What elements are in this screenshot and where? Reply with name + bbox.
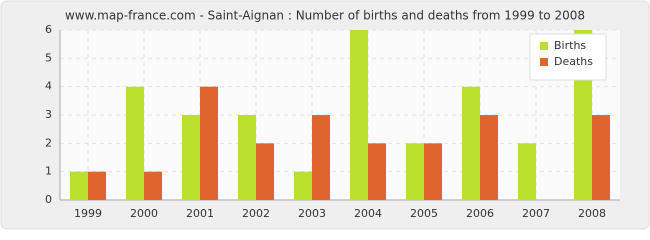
bar: [294, 171, 312, 200]
x-tick-label: 2006: [466, 207, 494, 220]
x-tick-label: 2008: [578, 207, 606, 220]
legend-box: [529, 33, 607, 81]
legend-swatch: [540, 58, 548, 66]
x-tick-label: 2005: [410, 207, 438, 220]
x-tick-label: 2004: [354, 207, 382, 220]
bar: [480, 115, 498, 200]
bar: [126, 86, 144, 200]
y-tick-label: 6: [45, 23, 52, 36]
chart: www.map-france.com - Saint-Aignan : Numb…: [0, 0, 650, 230]
y-tick-label: 0: [45, 193, 52, 206]
bar: [144, 171, 162, 200]
legend-label: Deaths: [554, 55, 593, 68]
chart-title: www.map-france.com - Saint-Aignan : Numb…: [65, 9, 585, 23]
bar: [592, 115, 610, 200]
y-tick-label: 4: [45, 80, 52, 93]
bar: [88, 171, 106, 200]
y-tick-label: 1: [45, 165, 52, 178]
bar: [518, 143, 536, 200]
bar: [368, 143, 386, 200]
legend-swatch: [540, 42, 548, 50]
bar: [406, 143, 424, 200]
x-tick-label: 2007: [522, 207, 550, 220]
x-tick-label: 2001: [186, 207, 214, 220]
bar: [70, 171, 88, 200]
bar: [256, 143, 274, 200]
bar: [462, 86, 480, 200]
x-tick-label: 2002: [242, 207, 270, 220]
y-tick-label: 5: [45, 51, 52, 64]
bar: [350, 30, 368, 200]
x-tick-label: 2000: [130, 207, 158, 220]
y-tick-label: 2: [45, 136, 52, 149]
bar: [238, 115, 256, 200]
bar: [182, 115, 200, 200]
y-tick-label: 3: [45, 108, 52, 121]
x-tick-label: 2003: [298, 207, 326, 220]
legend-label: Births: [554, 39, 586, 52]
bar: [312, 115, 330, 200]
bar: [200, 86, 218, 200]
bar: [424, 143, 442, 200]
x-tick-label: 1999: [74, 207, 102, 220]
